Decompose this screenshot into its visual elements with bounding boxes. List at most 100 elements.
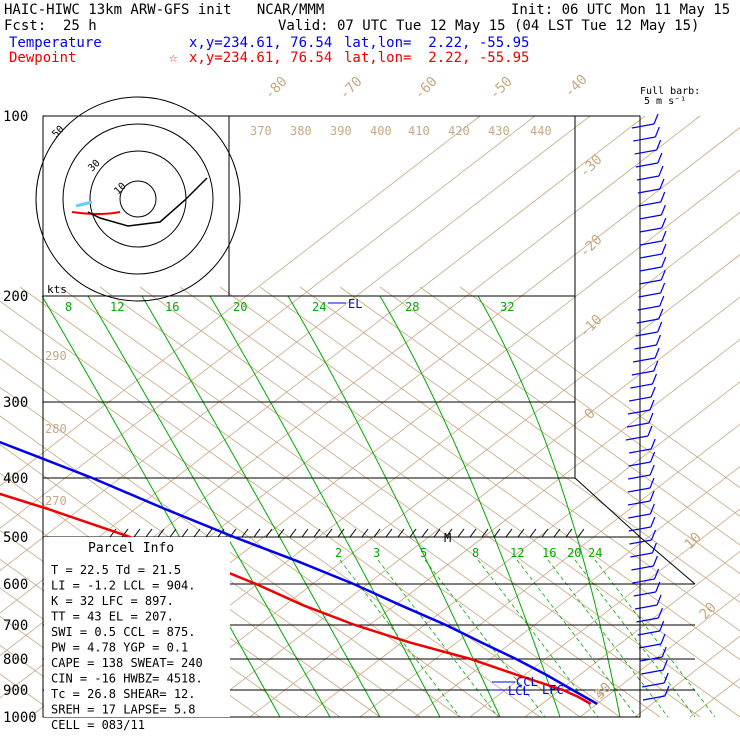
wind-barb <box>629 396 652 402</box>
freezing-hatch <box>409 528 417 538</box>
wind-barb <box>627 487 651 493</box>
moist-adiabat-line <box>594 559 716 718</box>
moist-adiabat-line <box>574 559 696 718</box>
wind-barb-flag <box>655 581 661 593</box>
wind-barb <box>634 149 657 155</box>
wind-barb-flag <box>660 204 666 216</box>
wind-barb <box>630 552 653 558</box>
isotherm-label: 10 <box>682 530 705 553</box>
wind-barb-flag <box>660 633 666 645</box>
wind-barb-flag <box>656 139 662 151</box>
isotherm-line <box>579 593 740 718</box>
theta-line <box>0 329 541 718</box>
freezing-hatch <box>301 528 309 538</box>
el-label: EL <box>348 297 362 311</box>
wind-barb <box>642 682 665 688</box>
mixing-ratio-label: 28 <box>405 300 419 314</box>
freezing-hatch <box>469 528 477 538</box>
mixing-ratio-label: 8 <box>472 546 479 560</box>
wind-barb <box>631 123 655 129</box>
freezing-hatch <box>109 528 117 538</box>
wind-barb <box>634 604 658 610</box>
wind-barb <box>634 344 657 350</box>
dewpoint-star-icon: ☆ <box>169 50 178 66</box>
lcl-label: LCL <box>508 684 530 698</box>
theta-label: 380 <box>290 124 312 138</box>
freezing-hatch <box>433 528 441 538</box>
wind-barb-flag <box>650 529 657 541</box>
isotherm-line <box>304 381 740 718</box>
wind-barb <box>639 240 663 246</box>
parcel-info-row: PW = 4.78 YGP = 0.1 <box>51 641 188 655</box>
isotherm-label: -70 <box>337 74 366 103</box>
barb-legend-line2: 5 m s⁻¹ <box>644 96 686 107</box>
temperature-xy: x,y=234.61, 76.54 <box>189 35 333 51</box>
isotherm-line <box>414 466 740 718</box>
pressure-label-200: 200 <box>3 289 28 305</box>
freezing-hatch <box>577 528 585 538</box>
wind-barb-flag <box>660 282 666 294</box>
freezing-hatch <box>529 528 537 538</box>
theta-label: 400 <box>370 124 392 138</box>
theta-line <box>0 444 381 718</box>
wind-barb-flag <box>654 347 660 359</box>
dewpoint-profile <box>0 492 592 705</box>
wind-barb <box>637 305 660 311</box>
parcel-info-row: LI = -1.2 LCL = 904. <box>51 579 196 593</box>
parcel-info-title: Parcel Info <box>88 541 174 556</box>
freezing-hatch <box>421 528 429 538</box>
hodograph-ring <box>62 123 214 275</box>
mixing-ratio-label: 32 <box>500 300 514 314</box>
wind-barb <box>628 474 651 480</box>
wind-barb <box>631 565 654 571</box>
wind-barb <box>636 175 660 181</box>
hodograph-trace <box>87 177 208 227</box>
mixing-ratio-label: 24 <box>588 546 602 560</box>
ccl-label: CCL <box>516 675 538 689</box>
freezing-hatch <box>505 528 513 538</box>
freezing-hatch <box>289 528 297 538</box>
wind-barb <box>625 435 649 441</box>
theta-line <box>59 286 661 718</box>
theta-label: 370 <box>250 124 272 138</box>
theta-line <box>459 286 740 489</box>
wind-barb-flag <box>664 685 670 697</box>
freezing-hatch <box>265 528 273 538</box>
wind-barb <box>636 318 659 324</box>
pressure-label-300: 300 <box>3 395 28 411</box>
isotherm-line <box>359 423 740 718</box>
wind-barb-flag <box>651 373 658 385</box>
wind-barb-flag <box>658 308 664 320</box>
theta-line <box>259 286 740 632</box>
wind-barb-flag <box>651 542 657 554</box>
freezing-hatch <box>145 528 153 538</box>
wind-barb <box>628 461 651 467</box>
mixing-ratio-label: 12 <box>110 300 124 314</box>
mixing-ratio-label: 16 <box>542 546 556 560</box>
mixing-ratio-label: 20 <box>233 300 247 314</box>
isotherm-label: 20 <box>697 600 720 623</box>
wind-barb-flag <box>649 490 655 502</box>
theta-line <box>0 415 421 718</box>
wind-barb-flag <box>654 126 660 138</box>
isotherm-line <box>0 115 536 529</box>
hodograph-ring <box>119 180 157 218</box>
parcel-info-row: CELL = 083/11 <box>51 718 145 732</box>
wind-barb <box>639 253 663 259</box>
hodograph-ring-label: 30 <box>86 158 102 174</box>
mixing-ratio-label: 3 <box>373 546 380 560</box>
wind-barb-flag <box>657 152 663 164</box>
wind-barb <box>638 201 661 207</box>
wind-barb <box>633 357 656 363</box>
wind-barb-flag <box>659 295 665 307</box>
freezing-hatch <box>277 528 285 538</box>
wind-barb-flag <box>663 672 669 684</box>
wind-barb-flag <box>658 165 664 177</box>
wind-barb <box>633 591 656 597</box>
dewpoint-label: Dewpoint <box>9 50 77 66</box>
mixing-ratio-label: 8 <box>65 300 72 314</box>
wind-barb-flag <box>650 516 656 528</box>
frame-slant-lower <box>639 536 696 585</box>
